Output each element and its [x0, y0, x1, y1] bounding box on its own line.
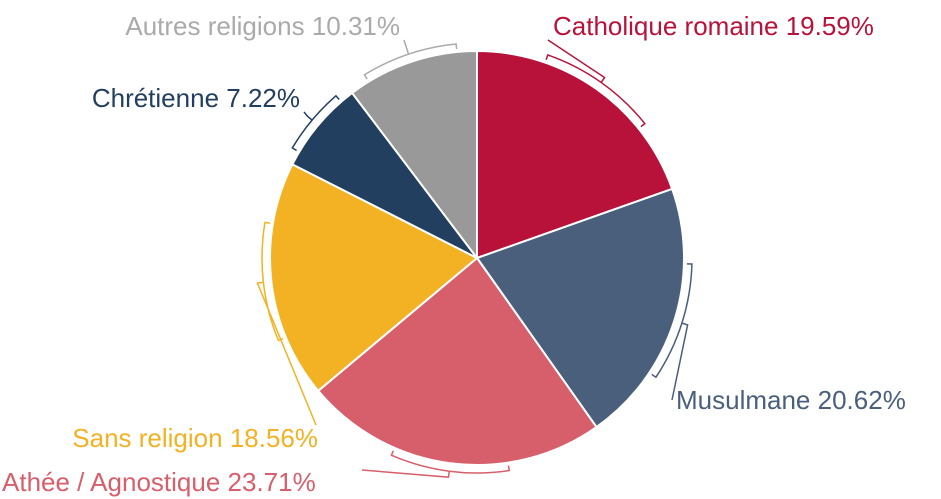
value-label: 18.56% — [230, 423, 318, 453]
leader-line — [256, 221, 317, 426]
slice-label: Autres religions 10.31% — [125, 11, 400, 41]
value-label: 20.62% — [818, 385, 906, 415]
pie-slice — [269, 163, 479, 393]
leader-line — [361, 450, 511, 478]
category-name: Catholique romaine — [553, 11, 778, 41]
leader-line — [363, 39, 458, 80]
slice-label: Chrétienne 7.22% — [92, 83, 300, 113]
slice-label: Musulmane 20.62% — [676, 385, 906, 415]
leader-line — [545, 39, 646, 128]
category-name: Musulmane — [676, 385, 810, 415]
slice-label: Athée / Agnostique 23.71% — [2, 467, 316, 497]
pie-slice — [476, 49, 674, 260]
value-label: 23.71% — [228, 467, 316, 497]
pie-slice — [350, 49, 478, 261]
category-name: Autres religions — [125, 11, 304, 41]
leader-line — [291, 94, 340, 152]
pie-slice — [316, 256, 598, 466]
category-name: Sans religion — [72, 423, 222, 453]
slice-label: Sans religion 18.56% — [72, 423, 318, 453]
leader-line — [651, 263, 693, 401]
value-label: 10.31% — [312, 11, 400, 41]
pie-slice — [475, 187, 685, 429]
value-label: 7.22% — [226, 83, 300, 113]
value-label: 19.59% — [786, 11, 874, 41]
slice-label: Catholique romaine 19.59% — [553, 11, 874, 41]
category-name: Chrétienne — [92, 83, 219, 113]
category-name: Athée / Agnostique — [2, 467, 220, 497]
